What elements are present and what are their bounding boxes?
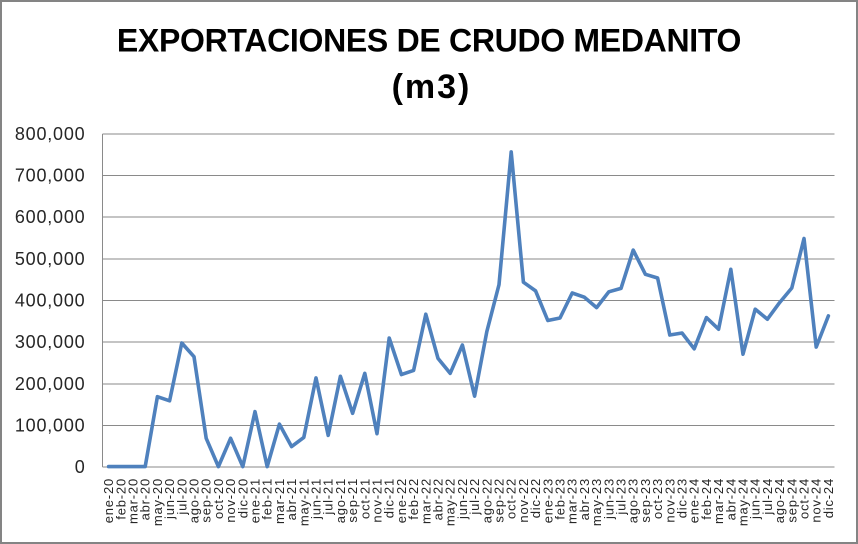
svg-text:feb-20: feb-20 <box>113 478 128 520</box>
svg-text:jul-23: jul-23 <box>614 478 629 516</box>
svg-text:ene-20: ene-20 <box>101 478 116 523</box>
svg-text:600,000: 600,000 <box>15 207 86 227</box>
svg-text:0: 0 <box>75 457 86 477</box>
svg-text:sep-24: sep-24 <box>784 478 799 523</box>
svg-text:mar-21: mar-21 <box>272 478 287 524</box>
svg-text:nov-21: nov-21 <box>370 478 385 523</box>
svg-text:100,000: 100,000 <box>15 415 86 435</box>
svg-text:jun-23: jun-23 <box>601 478 616 520</box>
svg-text:nov-24: nov-24 <box>809 478 824 523</box>
svg-text:jun-21: jun-21 <box>309 478 324 520</box>
svg-text:jun-22: jun-22 <box>455 478 470 520</box>
svg-text:feb-21: feb-21 <box>260 478 275 520</box>
svg-text:sep-21: sep-21 <box>345 478 360 523</box>
svg-text:abr-24: abr-24 <box>723 478 738 520</box>
svg-text:oct-24: oct-24 <box>797 478 812 519</box>
svg-text:mar-24: mar-24 <box>711 478 726 524</box>
svg-text:mar-22: mar-22 <box>418 478 433 524</box>
svg-text:jul-24: jul-24 <box>760 478 775 516</box>
svg-text:oct-23: oct-23 <box>650 478 665 519</box>
svg-text:ago-24: ago-24 <box>772 478 787 523</box>
svg-text:400,000: 400,000 <box>15 291 86 311</box>
svg-text:abr-22: abr-22 <box>431 478 446 520</box>
svg-text:EXPORTACIONES DE CRUDO MEDANIT: EXPORTACIONES DE CRUDO MEDANITO <box>117 23 741 59</box>
svg-text:may-21: may-21 <box>296 478 311 526</box>
svg-text:ene-23: ene-23 <box>540 478 555 523</box>
svg-text:feb-23: feb-23 <box>553 478 568 520</box>
svg-text:sep-23: sep-23 <box>638 478 653 523</box>
svg-text:ago-21: ago-21 <box>333 478 348 523</box>
svg-text:may-24: may-24 <box>736 478 751 526</box>
svg-text:jul-21: jul-21 <box>321 478 336 516</box>
svg-text:200,000: 200,000 <box>15 374 86 394</box>
svg-text:800,000: 800,000 <box>15 124 86 144</box>
svg-text:ene-21: ene-21 <box>248 478 263 523</box>
svg-text:may-20: may-20 <box>150 478 165 526</box>
svg-text:nov-20: nov-20 <box>223 478 238 523</box>
svg-text:ene-24: ene-24 <box>687 478 702 523</box>
svg-text:may-23: may-23 <box>589 478 604 526</box>
svg-text:dic-23: dic-23 <box>675 478 690 518</box>
svg-text:dic-20: dic-20 <box>235 478 250 518</box>
svg-text:dic-22: dic-22 <box>528 478 543 518</box>
svg-text:feb-24: feb-24 <box>699 478 714 520</box>
svg-text:oct-20: oct-20 <box>211 478 226 519</box>
svg-text:oct-21: oct-21 <box>357 478 372 519</box>
svg-text:sep-22: sep-22 <box>492 478 507 523</box>
svg-text:jul-22: jul-22 <box>467 478 482 516</box>
svg-text:(m3): (m3) <box>392 68 472 106</box>
svg-text:feb-22: feb-22 <box>406 478 421 520</box>
svg-text:300,000: 300,000 <box>15 332 86 352</box>
svg-text:700,000: 700,000 <box>15 166 86 186</box>
svg-text:jul-20: jul-20 <box>174 478 189 516</box>
svg-text:may-22: may-22 <box>443 478 458 526</box>
svg-text:ago-22: ago-22 <box>479 478 494 523</box>
svg-text:abr-20: abr-20 <box>138 478 153 520</box>
svg-text:ene-22: ene-22 <box>394 478 409 523</box>
svg-text:oct-22: oct-22 <box>504 478 519 519</box>
svg-text:abr-23: abr-23 <box>577 478 592 520</box>
svg-text:nov-22: nov-22 <box>516 478 531 523</box>
svg-text:nov-23: nov-23 <box>662 478 677 523</box>
svg-text:dic-24: dic-24 <box>821 478 836 518</box>
svg-text:mar-20: mar-20 <box>126 478 141 524</box>
svg-text:jun-24: jun-24 <box>748 478 763 520</box>
svg-text:ago-23: ago-23 <box>626 478 641 523</box>
svg-text:mar-23: mar-23 <box>565 478 580 524</box>
svg-text:dic-21: dic-21 <box>382 478 397 518</box>
svg-text:500,000: 500,000 <box>15 249 86 269</box>
svg-text:jun-20: jun-20 <box>162 478 177 520</box>
svg-text:ago-20: ago-20 <box>187 478 202 523</box>
svg-text:sep-20: sep-20 <box>199 478 214 523</box>
svg-text:abr-21: abr-21 <box>284 478 299 520</box>
